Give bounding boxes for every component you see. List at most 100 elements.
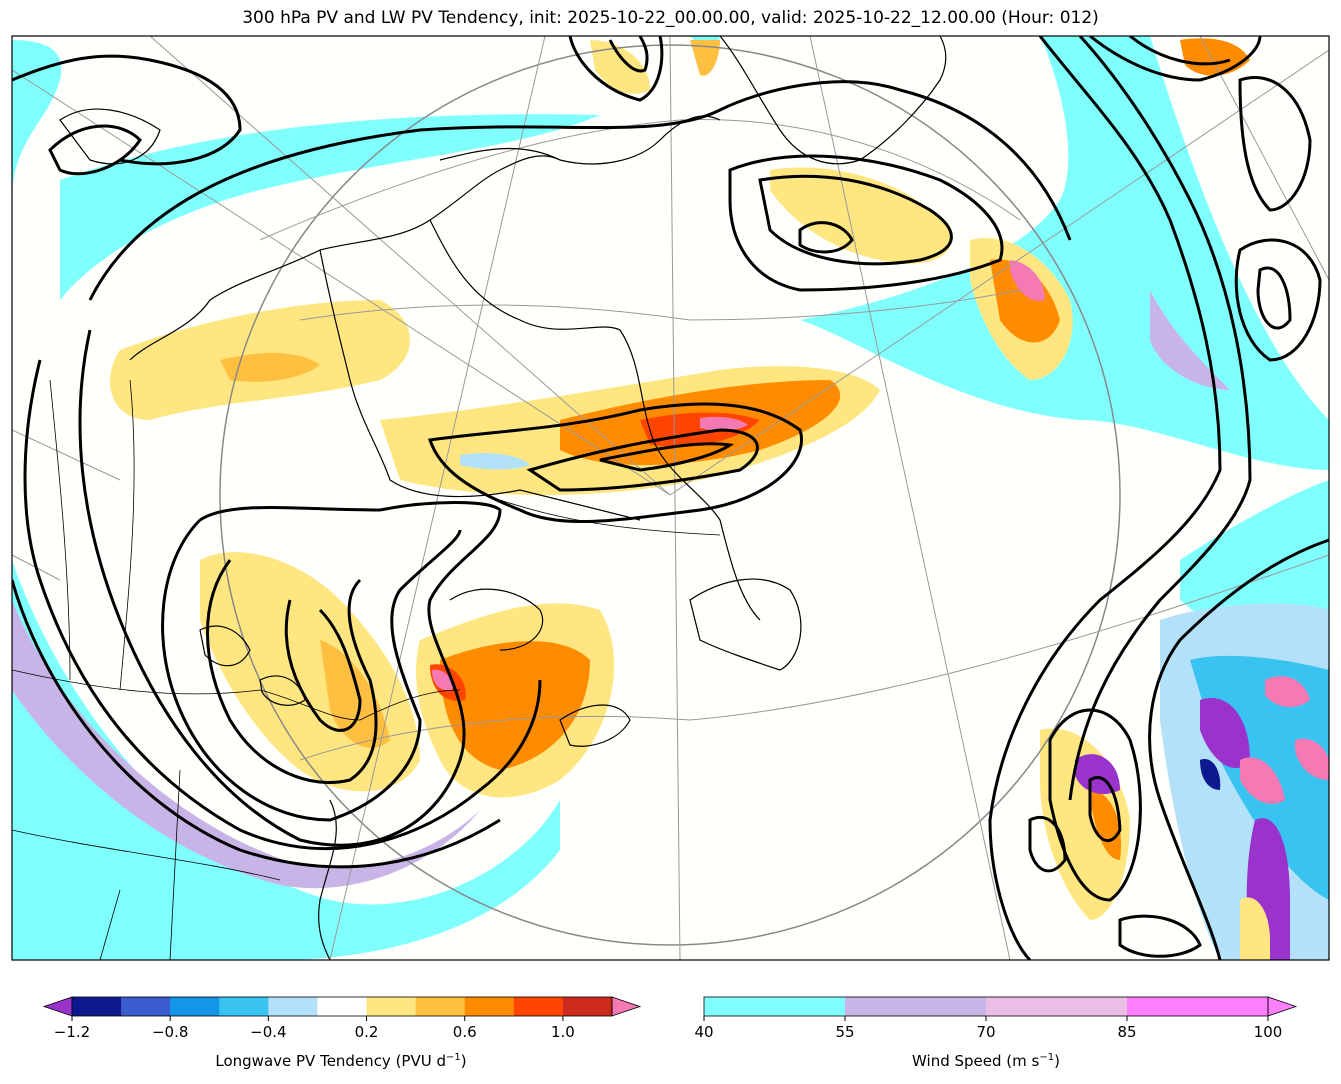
pv-contour-baffin-1 [568,36,664,102]
pv-contour-southeast-3 [1118,914,1202,958]
pv-contour-southeast-2 [1088,776,1122,843]
pv-colorbar-swatch-1 [121,997,171,1016]
pv-far-east-pink-2 [1265,676,1310,708]
pv-colorbar-swatch-7 [415,997,466,1016]
pv-contour-greenland-2 [758,174,953,266]
gulf-st-lawrence [449,588,544,651]
pv-colorbar-extend-low [42,996,73,1017]
pv-labrador-blue [460,453,530,470]
pv-label-sup: −1 [446,1052,461,1063]
east-coast-us [318,799,337,960]
pv-greenland-east-pink [1010,260,1045,301]
pv-west-trough-orange [320,640,390,749]
pv-baffin-yellow [590,40,650,94]
pv-contour-trough-2 [161,518,462,822]
pv-contour-greenland-1 [728,154,1004,292]
state-border-3 [169,769,181,960]
pv-colorbar-tick-label: 0.2 [354,1023,379,1041]
pv-far-east-purple [1200,698,1250,769]
wind-colorbar-tick-label: 40 [694,1023,714,1041]
pv-colorbar-swatch-9 [513,997,564,1016]
meridian-0 [669,36,681,960]
wind-jet-east-lavender [1150,290,1230,390]
wind-label-main: Wind Speed (m s [912,1052,1040,1070]
provincial-border-2 [49,379,71,681]
wind-colorbar-tick-label: 70 [976,1023,996,1041]
great-lakes [199,625,251,667]
wind-jet-west-cyan [12,40,62,200]
pv-contour-trough-1 [78,329,502,847]
pv-far-east-pink-3 [1295,738,1329,780]
pv-southeast-orange [1090,790,1121,860]
pv-colorbar-swatch-0 [72,997,122,1016]
pv-contour-east-cutoff-2 [1256,266,1292,330]
pv-greenland-east-orange [990,259,1060,343]
pv-far-east-yellow [1240,897,1270,960]
nova-scotia-coast [559,704,631,747]
political-borders [12,379,721,960]
newfoundland-coast [689,578,802,671]
pv-maritimes-pink [432,669,453,691]
pv-colorbar-tick-label: −0.4 [250,1023,287,1041]
map-frame [11,35,1330,961]
wind-speed-colorbar-label: Wind Speed (m s−1) [704,1052,1268,1070]
pv-colorbar-outline [71,996,613,1017]
pv-contours [12,36,1329,960]
wind-jet-south-cyan [12,560,560,960]
pv-contour-northeast-2 [1129,36,1231,66]
wind-label-sup: −1 [1039,1052,1055,1063]
chart-title: 300 hPa PV and LW PV Tendency, init: 202… [242,8,1099,28]
wind-jet-north-cyan [60,114,600,301]
pv-contour-trough-4 [284,599,362,732]
wind-label-end: ) [1054,1052,1060,1070]
pv-far-east-pink [1240,757,1285,804]
wind-colorbar-tick-label: 85 [1117,1023,1137,1041]
pv-colorbar-swatch-3 [219,997,269,1016]
pv-contour-northwest-1 [12,54,242,166]
pv-contour-southeast-4 [1028,816,1067,873]
provincial-border-1 [119,379,135,691]
meridian-1 [329,36,546,960]
latitude-circle-inner [299,289,1021,321]
wind-colorbar-tick-label: 100 [1253,1023,1283,1041]
state-border-2 [99,889,121,960]
pv-contour-trough-3 [206,559,378,784]
wind-colorbar-extend-high [1267,996,1298,1017]
pv-contour-northwest-2 [48,124,142,176]
pv-maritimes-orange [440,641,590,770]
latitude-circle-north [259,119,1021,241]
pv-contour-west-1 [23,359,542,850]
pv-label-end: ) [460,1052,467,1070]
pv-label-main: Longwave PV Tendency (PVU d [215,1052,447,1070]
pv-contour-southeast-1 [1048,708,1142,902]
pv-colorbar-tick-label: −0.8 [151,1023,189,1041]
pv-tendency-colorbar-label: Longwave PV Tendency (PVU d−1) [44,1052,638,1070]
wind-colorbar-swatch-0 [704,997,846,1016]
hudson-bay-coast [129,155,561,361]
pv-greenland-yellow [770,167,952,264]
pv-tendency-colorbar [42,996,642,1021]
pv-colorbar-tick-label: 0.6 [452,1023,477,1041]
pv-contour-labrador-2 [526,428,759,492]
arctic-islands [59,108,161,165]
pv-colorbar-tick-label: −1.2 [53,1023,91,1041]
pv-contour-trough-outer [88,80,1072,301]
pv-contour-east-cutoff-1 [1234,238,1322,362]
quebec-coast [319,249,641,521]
wind-speed-colorbar [703,996,1298,1021]
pv-contour-west-2 [12,579,501,869]
pv-contour-east-loop [1238,76,1312,212]
pv-contour-greenland-3 [798,221,854,254]
pv-tendency-layer [110,38,1329,960]
us-canada-border [12,669,461,721]
pv-contour-labrador-3 [599,442,734,472]
latitude-circle-south [299,554,1329,761]
labrador-border [499,499,721,536]
wind-colorbar-swatch-3 [1127,997,1269,1016]
wind-colorbar-swatch-1 [845,997,987,1016]
pv-colorbar-swatch-2 [170,997,220,1016]
pv-contour-east-ridge-2 [1068,36,1252,801]
meridian-5 [669,49,1329,496]
meridian-2 [809,36,1011,960]
